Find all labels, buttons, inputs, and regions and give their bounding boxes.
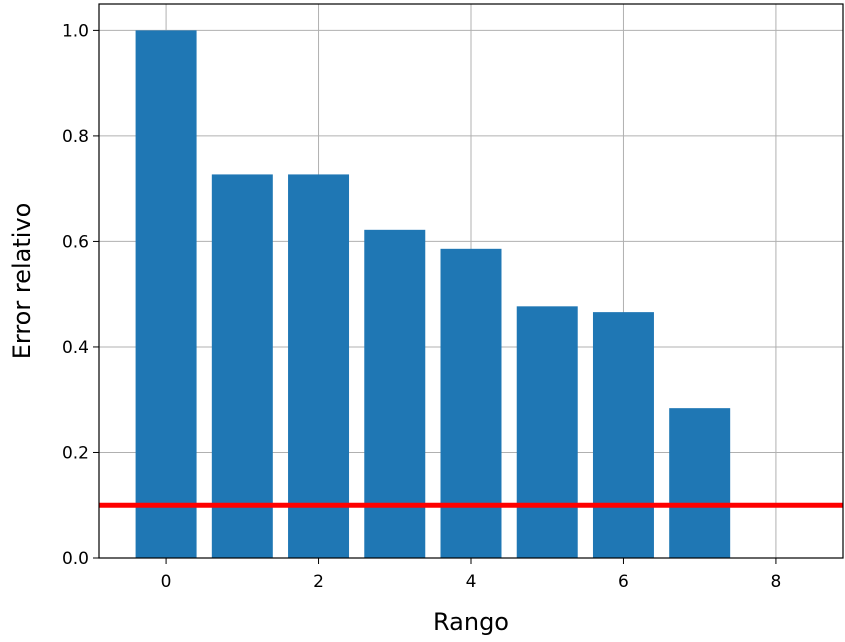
y-tick-label-3: 0.6	[62, 232, 89, 252]
bar-2	[288, 174, 350, 558]
y-tick-label-1: 0.2	[62, 443, 89, 463]
y-tick-label-2: 0.4	[62, 338, 89, 358]
bar-7	[669, 408, 731, 558]
y-axis-label: Error relativo	[8, 203, 36, 360]
x-tick-label-2: 4	[466, 572, 477, 592]
bar-6	[592, 312, 654, 558]
x-axis-ticks: 0 2 4 6 8	[161, 558, 782, 592]
x-tick-label-4: 8	[771, 572, 782, 592]
x-tick-label-1: 2	[313, 572, 324, 592]
bar-1	[211, 174, 273, 558]
x-tick-label-0: 0	[161, 572, 172, 592]
bars	[135, 30, 731, 558]
y-tick-label-0: 0.0	[62, 549, 89, 569]
x-axis-label: Rango	[433, 608, 509, 636]
bar-4	[440, 248, 502, 558]
y-tick-label-5: 1.0	[62, 21, 89, 41]
bar-3	[364, 229, 426, 558]
bar-0	[135, 30, 197, 558]
bar-5	[516, 306, 578, 558]
x-tick-label-3: 6	[618, 572, 629, 592]
y-tick-label-4: 0.8	[62, 127, 89, 147]
y-axis-ticks: 0.0 0.2 0.4 0.6 0.8 1.0	[62, 21, 99, 569]
